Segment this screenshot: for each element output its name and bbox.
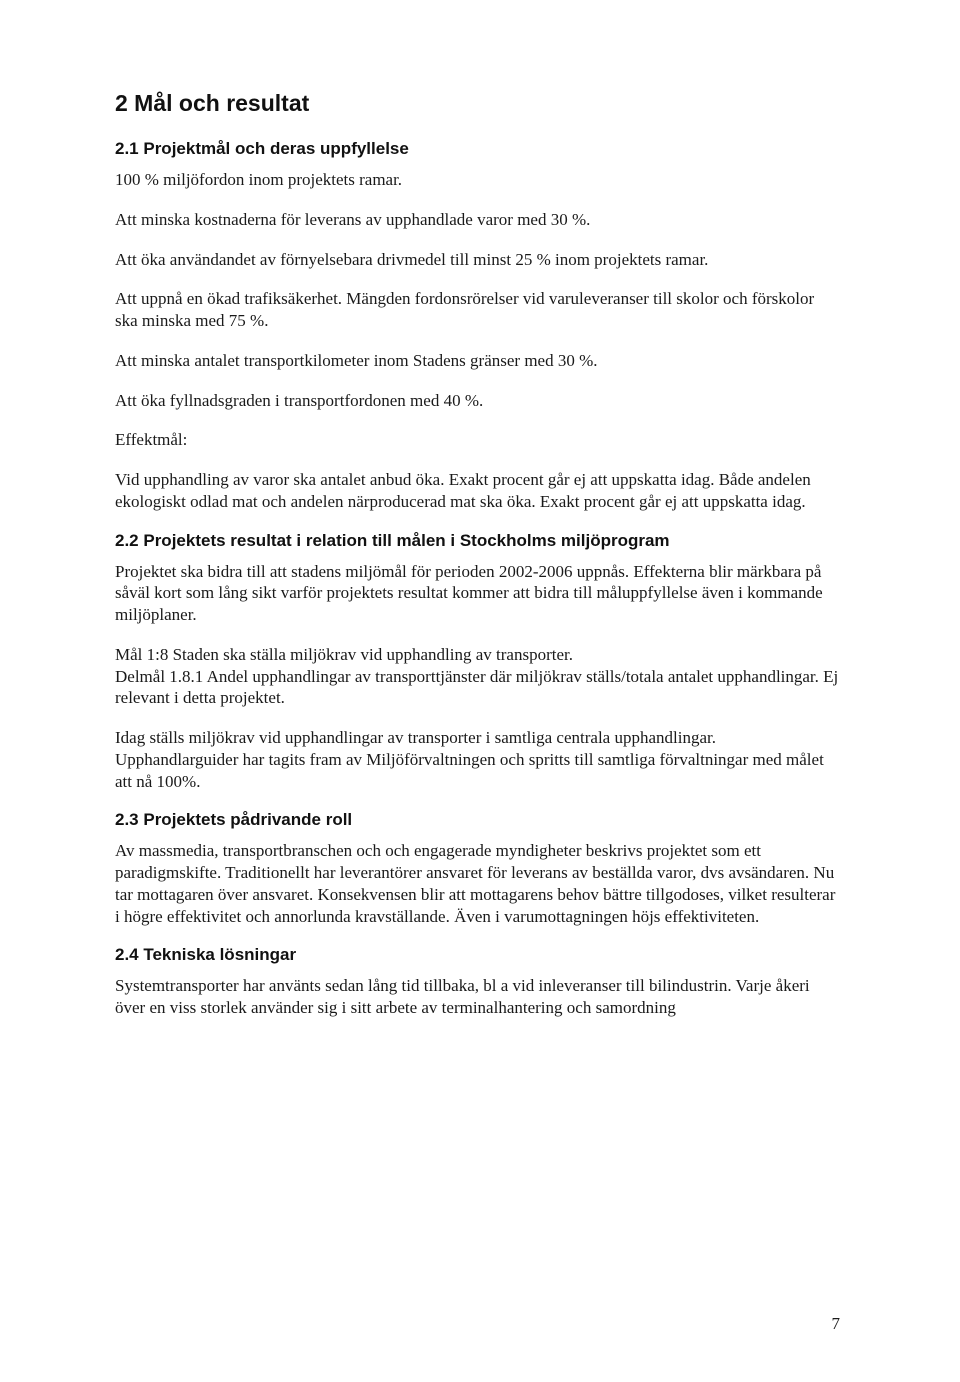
- para-2-1-1: 100 % miljöfordon inom projektets ramar.: [115, 169, 840, 191]
- para-2-1-2: Att minska kostnaderna för leverans av u…: [115, 209, 840, 231]
- heading-2-4: 2.4 Tekniska lösningar: [115, 945, 840, 965]
- para-2-1-3: Att öka användandet av förnyelsebara dri…: [115, 249, 840, 271]
- para-2-1-6: Att öka fyllnadsgraden i transportfordon…: [115, 390, 840, 412]
- document-page: 2 Mål och resultat 2.1 Projektmål och de…: [0, 0, 960, 1382]
- heading-2-1: 2.1 Projektmål och deras uppfyllelse: [115, 139, 840, 159]
- para-2-1-8: Vid upphandling av varor ska antalet anb…: [115, 469, 840, 513]
- para-2-1-5: Att minska antalet transportkilometer in…: [115, 350, 840, 372]
- para-2-2-3: Idag ställs miljökrav vid upphandlingar …: [115, 727, 840, 792]
- heading-2-2: 2.2 Projektets resultat i relation till …: [115, 531, 840, 551]
- heading-2-3: 2.3 Projektets pådrivande roll: [115, 810, 840, 830]
- para-2-4-1: Systemtransporter har använts sedan lång…: [115, 975, 840, 1019]
- para-2-1-7: Effektmål:: [115, 429, 840, 451]
- page-number: 7: [832, 1314, 841, 1334]
- para-2-2-1: Projektet ska bidra till att stadens mil…: [115, 561, 840, 626]
- para-2-2-2: Mål 1:8 Staden ska ställa miljökrav vid …: [115, 644, 840, 709]
- heading-main: 2 Mål och resultat: [115, 90, 840, 117]
- para-2-1-4: Att uppnå en ökad trafiksäkerhet. Mängde…: [115, 288, 840, 332]
- para-2-3-1: Av massmedia, transportbranschen och och…: [115, 840, 840, 927]
